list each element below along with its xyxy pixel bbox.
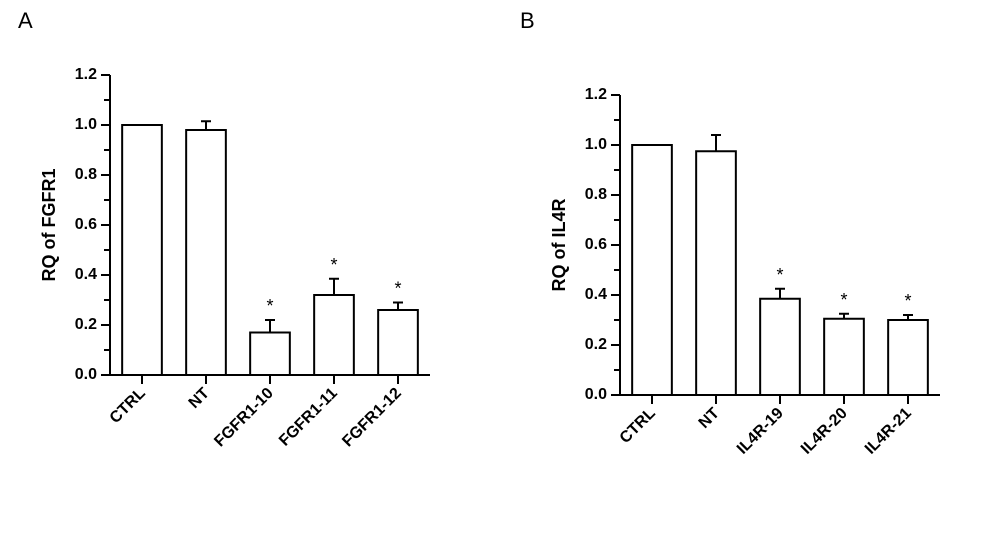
svg-text:NT: NT: [696, 405, 723, 432]
panel-a-label: A: [18, 8, 33, 34]
svg-text:1.2: 1.2: [75, 66, 97, 83]
chart-b: 0.0 0.2 0.4 0.6 0.8 1.0 1.2 RQ of IL4R CTRL NT * IL…: [540, 75, 960, 515]
svg-text:*: *: [776, 265, 783, 285]
svg-text:*: *: [904, 291, 911, 311]
svg-text:CTRL: CTRL: [617, 405, 659, 447]
svg-text:FGFR1-10: FGFR1-10: [211, 385, 277, 451]
svg-text:RQ of IL4R: RQ of IL4R: [549, 199, 569, 292]
svg-text:0.0: 0.0: [75, 366, 97, 383]
svg-text:FGFR1-11: FGFR1-11: [276, 385, 341, 450]
panel-b-label: B: [520, 8, 535, 34]
svg-text:*: *: [840, 290, 847, 310]
chart-a: 0.0 0.2 0.4 0.6 0.8 1.0 1.2 RQ of FGFR1 CTRL NT * F…: [30, 55, 450, 495]
svg-text:FGFR1-12: FGFR1-12: [339, 385, 405, 451]
svg-text:IL4R-21: IL4R-21: [862, 405, 915, 458]
svg-text:*: *: [330, 255, 337, 275]
svg-text:1.0: 1.0: [75, 116, 97, 133]
svg-text:1.2: 1.2: [585, 86, 607, 103]
svg-text:*: *: [394, 279, 401, 299]
svg-text:1.0: 1.0: [585, 136, 607, 153]
svg-text:IL4R-20: IL4R-20: [798, 405, 851, 458]
svg-text:0.8: 0.8: [585, 186, 607, 203]
svg-text:0.6: 0.6: [75, 216, 97, 233]
svg-text:*: *: [266, 296, 273, 316]
svg-text:0.8: 0.8: [75, 166, 97, 183]
svg-text:0.4: 0.4: [75, 266, 97, 283]
svg-text:NT: NT: [186, 385, 213, 412]
svg-text:0.2: 0.2: [585, 336, 607, 353]
svg-text:0.4: 0.4: [585, 286, 607, 303]
svg-text:RQ of FGFR1: RQ of FGFR1: [39, 169, 59, 282]
svg-text:0.0: 0.0: [585, 386, 607, 403]
svg-text:CTRL: CTRL: [107, 385, 149, 427]
svg-text:0.6: 0.6: [585, 236, 607, 253]
svg-text:0.2: 0.2: [75, 316, 97, 333]
svg-text:IL4R-19: IL4R-19: [734, 405, 787, 458]
